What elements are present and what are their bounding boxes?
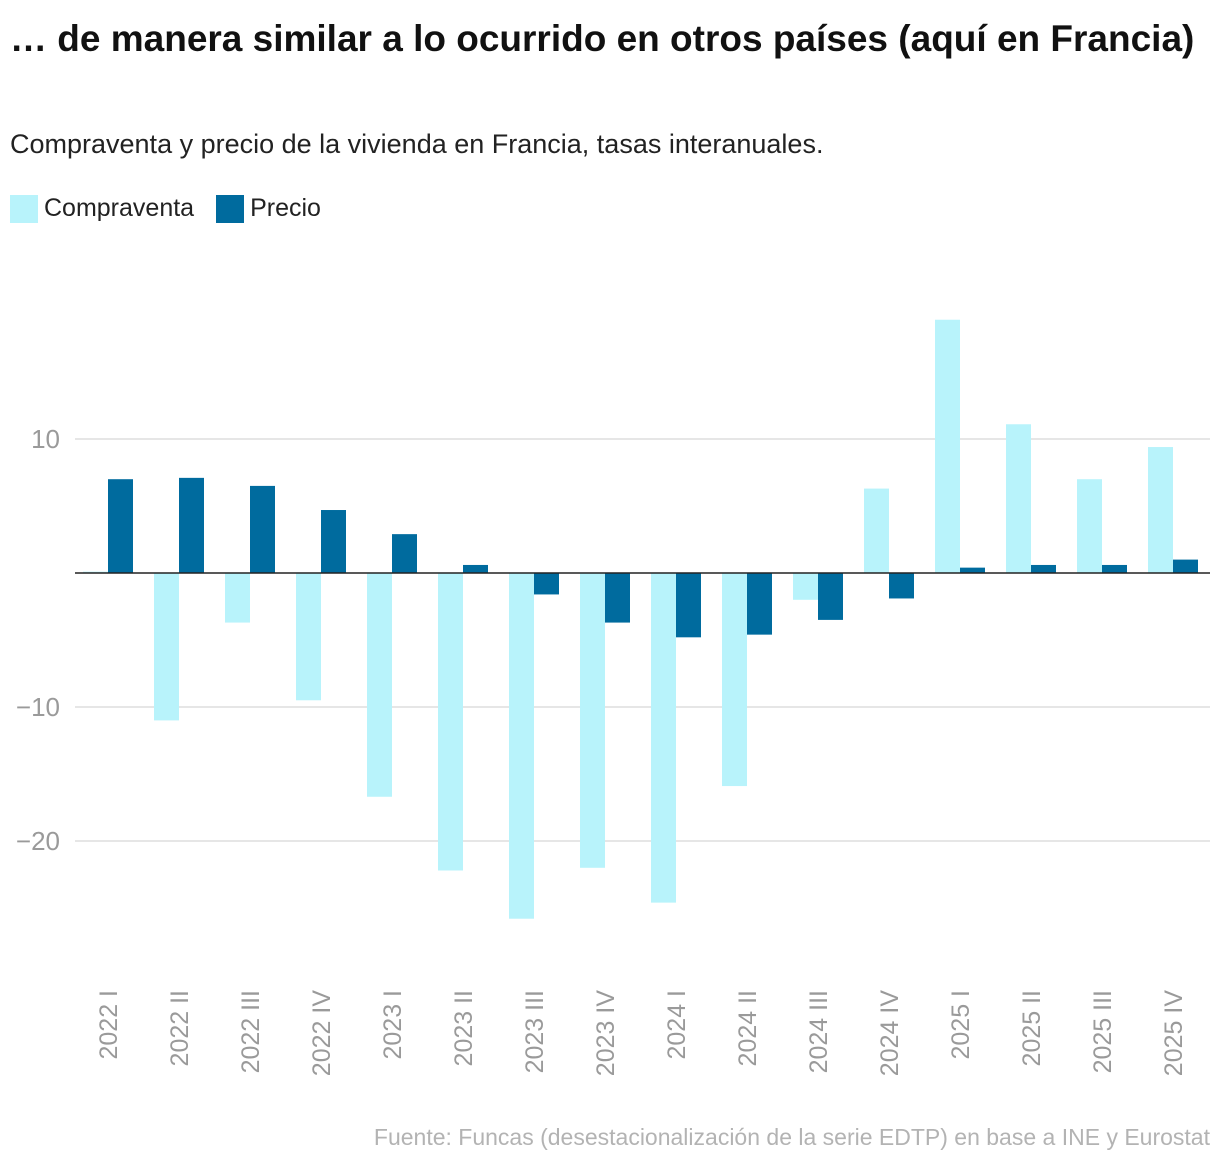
legend-item-compraventa: Compraventa [10, 194, 194, 223]
x-tick-label: 2022 I [95, 990, 123, 1060]
legend-label-compraventa: Compraventa [44, 194, 195, 222]
legend-swatch-precio [216, 194, 245, 223]
bar-compraventa [225, 573, 250, 623]
x-tick-label: 2023 I [379, 990, 407, 1060]
bar-precio [1031, 564, 1056, 573]
bar-compraventa [509, 573, 534, 919]
chart-subtitle: Compraventa y precio de la vivienda en F… [10, 129, 824, 159]
bar-precio [1173, 559, 1198, 573]
x-tick-label: 2023 II [450, 990, 478, 1066]
x-tick-label: 2024 I [663, 990, 691, 1060]
y-tick-label: −10 [16, 692, 60, 722]
bar-precio [108, 479, 133, 573]
x-tick-label: 2023 III [521, 990, 549, 1073]
bar-precio [179, 477, 204, 573]
x-tick-label: 2024 II [734, 990, 762, 1066]
source-note: Fuente: Funcas (desestacionalización de … [373, 1124, 1210, 1150]
x-tick-label: 2024 III [805, 990, 833, 1073]
bar-compraventa [793, 573, 818, 600]
x-tick-label: 2022 III [237, 990, 265, 1073]
legend-swatch-compraventa [10, 194, 38, 223]
bar-compraventa [367, 573, 392, 797]
x-tick-label: 2025 I [947, 990, 975, 1060]
bar-precio [392, 534, 417, 573]
bar-precio [321, 510, 346, 573]
bar-precio [818, 573, 843, 620]
bar-precio [747, 573, 772, 635]
x-tick-label: 2023 IV [592, 990, 620, 1077]
bar-compraventa [580, 573, 605, 868]
bar-precio [889, 573, 914, 599]
legend: Compraventa Precio [10, 194, 343, 223]
chart-title: … de manera similar a lo ocurrido en otr… [10, 18, 1195, 59]
x-tick-label: 2025 III [1089, 990, 1117, 1073]
bar-compraventa [1006, 424, 1031, 573]
bar-compraventa [1148, 447, 1173, 573]
x-tick-label: 2022 II [166, 990, 194, 1066]
legend-label-precio: Precio [250, 194, 321, 222]
bar-compraventa [1077, 479, 1102, 573]
x-tick-label: 2025 IV [1160, 990, 1188, 1077]
bar-precio [605, 573, 630, 623]
bar-precio [960, 567, 985, 573]
legend-item-precio: Precio [216, 194, 321, 223]
bar-compraventa [438, 573, 463, 871]
bar-precio [463, 564, 488, 573]
bar-compraventa [154, 573, 179, 721]
x-tick-label: 2024 IV [876, 990, 904, 1077]
y-tick-label: 10 [31, 424, 60, 454]
bar-compraventa [651, 573, 676, 903]
bar-compraventa [722, 573, 747, 787]
bar-chart: 10 −10 −20 2022 I 2022 II 2022 III 2022 IV 2023… [16, 319, 1210, 1077]
x-tick-label: 2022 IV [308, 990, 336, 1077]
bar-precio [250, 485, 275, 573]
bar-precio [1102, 564, 1127, 573]
bar-compraventa [296, 573, 321, 701]
bar-compraventa [864, 488, 889, 573]
bar-precio [534, 573, 559, 595]
y-tick-label: −20 [16, 826, 60, 856]
bar-compraventa [935, 319, 960, 573]
x-tick-label: 2025 II [1018, 990, 1046, 1066]
bar-precio [676, 573, 701, 638]
